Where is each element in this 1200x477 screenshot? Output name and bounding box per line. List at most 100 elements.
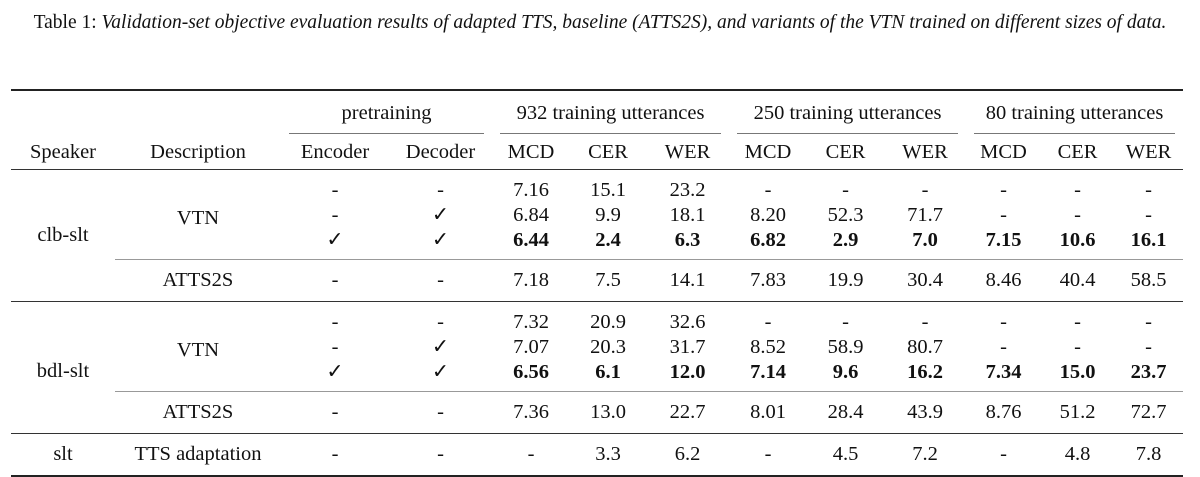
encoder-cell: - xyxy=(331,443,339,465)
table-row: - ✓ 6.84 9.9 18.1 8.20 52.3 71.7 - - - xyxy=(11,203,1183,228)
value-cell-bold: 6.1 xyxy=(595,361,621,383)
header-group-80: 80 training utterances xyxy=(985,101,1164,124)
encoder-cell: - xyxy=(281,391,389,434)
value-cell: - xyxy=(1145,204,1152,226)
table-row: - ✓ 7.07 20.3 31.7 8.52 58.9 80.7 - - - xyxy=(11,335,1183,360)
value-cell: - xyxy=(1000,204,1007,226)
value-cell: 7.2 xyxy=(912,443,938,465)
value-cell-bold: 2.4 xyxy=(595,229,621,251)
value-cell: - xyxy=(764,443,772,465)
value-cell: 7.8 xyxy=(1135,443,1162,465)
encoder-cell: - xyxy=(331,311,339,333)
header-group-250: 250 training utterances xyxy=(753,101,942,124)
results-table: pretraining 932 training utterances 250 … xyxy=(11,89,1183,477)
value-cell: - xyxy=(842,311,849,333)
value-cell: 43.9 xyxy=(884,391,966,434)
description-label: VTN xyxy=(176,339,220,361)
decoder-check-icon: ✓ xyxy=(431,229,450,251)
header-description: Description xyxy=(150,140,246,163)
value-cell: 4.5 xyxy=(832,443,859,465)
header-metric: CER xyxy=(825,140,866,163)
value-cell: 58.5 xyxy=(1114,259,1183,302)
speaker-label: clb-slt xyxy=(37,224,89,246)
value-cell: 8.76 xyxy=(966,391,1041,434)
value-cell: - xyxy=(1074,179,1081,201)
value-cell: 7.83 xyxy=(729,259,807,302)
value-cell-bold: 16.1 xyxy=(1130,229,1167,251)
decoder-cell: - xyxy=(437,179,444,201)
header-encoder: Encoder xyxy=(300,140,370,163)
description-label: ATTS2S xyxy=(115,259,281,302)
value-cell: 7.18 xyxy=(492,259,570,302)
encoder-check-icon: ✓ xyxy=(326,361,344,383)
value-cell: 13.0 xyxy=(570,391,646,434)
value-cell: 52.3 xyxy=(827,204,864,226)
encoder-check-icon: ✓ xyxy=(326,229,344,251)
decoder-check-icon: ✓ xyxy=(431,361,450,383)
value-cell: 15.1 xyxy=(590,179,626,201)
value-cell: 30.4 xyxy=(884,259,966,302)
value-cell: - xyxy=(764,311,772,333)
value-cell: 40.4 xyxy=(1041,259,1114,302)
value-cell: 80.7 xyxy=(907,336,943,358)
value-cell: - xyxy=(1074,204,1081,226)
encoder-cell: - xyxy=(331,204,339,226)
value-cell: 8.01 xyxy=(729,391,807,434)
value-cell: 7.07 xyxy=(513,336,549,358)
header-metric: WER xyxy=(1125,140,1172,163)
decoder-cell: - xyxy=(389,391,492,434)
value-cell-bold: 12.0 xyxy=(669,361,706,383)
decoder-cell: - xyxy=(389,259,492,302)
value-cell: 32.6 xyxy=(669,311,706,333)
table-row-baseline: ATTS2S - - 7.18 7.5 14.1 7.83 19.9 30.4 … xyxy=(11,259,1183,302)
value-cell-bold: 7.34 xyxy=(985,361,1022,383)
value-cell: 8.20 xyxy=(750,204,786,226)
description-label: TTS adaptation xyxy=(134,443,262,465)
value-cell-bold: 10.6 xyxy=(1059,229,1096,251)
value-cell-bold: 15.0 xyxy=(1059,361,1096,383)
header-metric: MCD xyxy=(744,140,792,163)
value-cell: 7.5 xyxy=(570,259,646,302)
header-row-columns: Speaker Description Encoder Decoder MCD … xyxy=(11,135,1183,170)
value-cell: 6.84 xyxy=(513,204,549,226)
table-row-best: ✓ ✓ 6.44 2.4 6.3 6.82 2.9 7.0 7.15 10.6 … xyxy=(11,228,1183,260)
description-label: ATTS2S xyxy=(115,391,281,434)
decoder-cell: ✓ xyxy=(431,204,450,226)
header-metric: WER xyxy=(902,140,948,163)
value-cell: 72.7 xyxy=(1114,391,1183,434)
speaker-cell: bdl-slt xyxy=(11,302,115,434)
table-row: clb-slt VTN - - 7.16 15.1 23.2 - - - - -… xyxy=(11,169,1183,246)
value-cell-bold: 9.6 xyxy=(832,361,859,383)
decoder-cell: ✓ xyxy=(431,336,450,358)
value-cell-bold: 7.0 xyxy=(912,229,938,251)
header-decoder: Decoder xyxy=(405,140,476,163)
value-cell: - xyxy=(1145,179,1152,201)
value-cell-bold: 6.3 xyxy=(674,229,701,251)
value-cell: - xyxy=(921,179,929,201)
encoder-cell: - xyxy=(331,336,339,358)
value-cell: - xyxy=(1000,311,1007,333)
value-cell: 19.9 xyxy=(807,259,884,302)
value-cell: 31.7 xyxy=(669,336,706,358)
value-cell: 71.7 xyxy=(907,204,943,226)
caption-text: Validation-set objective evaluation resu… xyxy=(101,12,1167,33)
header-pretraining: pretraining xyxy=(341,101,432,124)
speaker-label: bdl-slt xyxy=(36,360,90,382)
header-metric: MCD xyxy=(980,140,1027,163)
value-cell: - xyxy=(1000,336,1007,358)
value-cell: - xyxy=(1000,179,1007,201)
value-cell: 18.1 xyxy=(669,204,706,226)
value-cell: - xyxy=(842,179,849,201)
value-cell: 8.52 xyxy=(750,336,786,358)
value-cell: - xyxy=(527,443,535,465)
value-cell-bold: 23.7 xyxy=(1130,361,1167,383)
header-speaker: Speaker xyxy=(29,140,97,163)
value-cell-bold: 7.14 xyxy=(750,361,786,383)
value-cell: - xyxy=(1000,443,1007,465)
value-cell: - xyxy=(921,311,929,333)
header-row-groups: pretraining 932 training utterances 250 … xyxy=(11,90,1183,131)
value-cell: 3.3 xyxy=(595,443,621,465)
value-cell: 58.9 xyxy=(827,336,864,358)
value-cell-bold: 16.2 xyxy=(907,361,943,383)
value-cell: 51.2 xyxy=(1041,391,1114,434)
